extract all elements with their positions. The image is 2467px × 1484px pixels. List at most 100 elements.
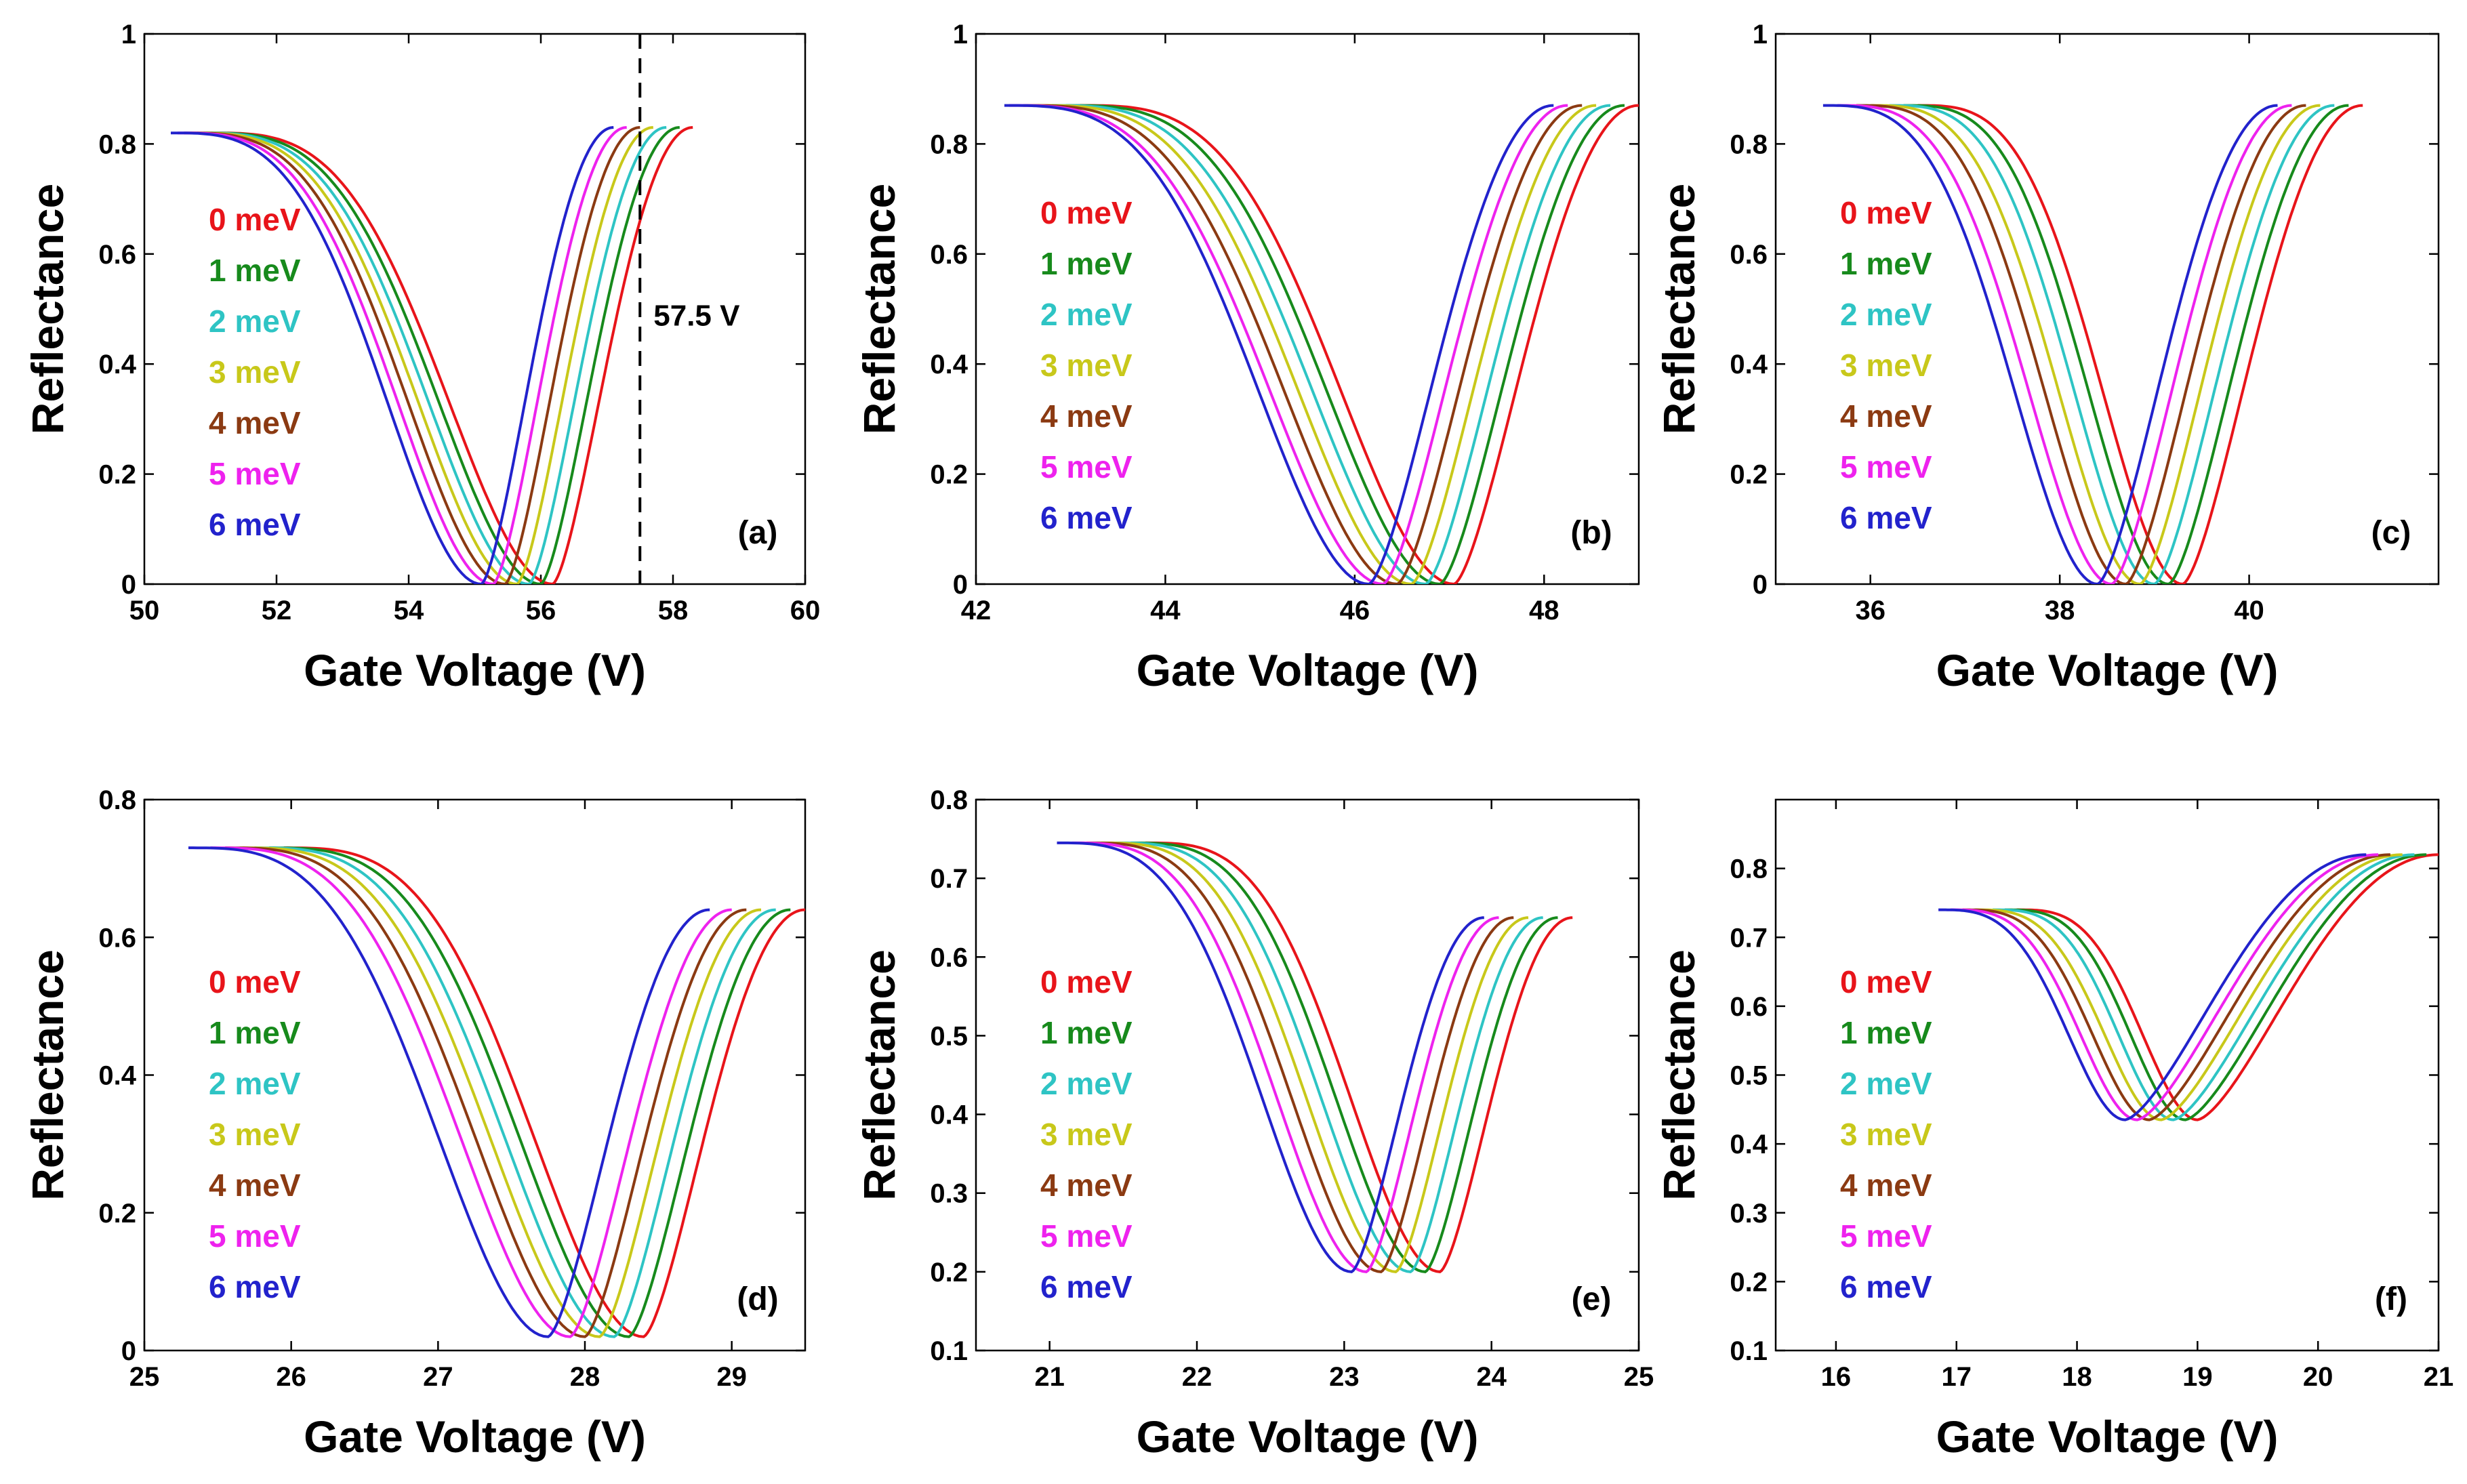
- panel-b: 42 44 46 48 0 0.2 0.4 0.6 0.8 1 Gate Voltage (V) Re…: [854, 20, 1640, 695]
- series-line-0-mev: [2016, 853, 2439, 1121]
- series-line-2-mev: [1993, 853, 2415, 1121]
- series-line-0-mev: [1080, 104, 1639, 584]
- y-tick-label: 0: [121, 570, 136, 600]
- x-tick-label: 17: [1941, 1362, 1972, 1392]
- y-tick-label: 1: [121, 20, 136, 49]
- series-line-2-mev: [254, 846, 776, 1338]
- panel-a: 50 52 54 56 58 60 0 0.2 0.4 0.6 0.8 1 Gate Voltage (…: [22, 20, 820, 695]
- x-axis-label: Gate Voltage (V): [304, 645, 646, 695]
- legend-entry-1-mev: 1 meV: [209, 1015, 301, 1050]
- panel-label: (a): [738, 515, 778, 551]
- x-tick-label: 22: [1182, 1362, 1212, 1392]
- legend-entry-4-mev: 4 meV: [1040, 398, 1133, 434]
- legend-entry-4-mev: 4 meV: [209, 1168, 301, 1203]
- y-tick-label: 0.8: [930, 785, 968, 815]
- series-line-2-mev: [197, 126, 667, 584]
- legend-entry-2-mev: 2 meV: [1040, 1066, 1133, 1101]
- y-axis-label: Reflectance: [22, 184, 73, 435]
- y-tick-label: 0.5: [930, 1021, 968, 1051]
- series-line-3-mev: [1870, 104, 2321, 584]
- series-line-1-mev: [1065, 104, 1625, 584]
- y-tick-label: 0.7: [930, 864, 968, 894]
- series-line-4-mev: [1086, 841, 1514, 1273]
- y-tick-label: 0.2: [1730, 1267, 1768, 1297]
- series-line-4-mev: [1856, 104, 2306, 584]
- legend-entry-1-mev: 1 meV: [1040, 246, 1133, 281]
- series-line-5-mev: [210, 846, 732, 1338]
- legend-entry-0-mev: 0 meV: [1040, 964, 1133, 999]
- x-tick-label: 20: [2303, 1362, 2333, 1392]
- legend-entry-0-mev: 0 meV: [1840, 964, 1932, 999]
- legend-entry-6-mev: 6 meV: [209, 507, 301, 542]
- panel-f: 16 17 18 19 20 21 0.1 0.2 0.3 0.4 0.5 0.6 0.7 0.8 Gate…: [1654, 798, 2454, 1462]
- x-axis-label: Gate Voltage (V): [1137, 645, 1479, 695]
- y-axis-label: Reflectance: [22, 949, 73, 1201]
- legend-entry-3-mev: 3 meV: [1840, 1117, 1932, 1152]
- x-tick-label: 16: [1821, 1362, 1852, 1392]
- legend-entry-1-mev: 1 meV: [1840, 246, 1932, 281]
- y-tick-label: 0.6: [1730, 240, 1768, 270]
- y-tick-label: 0.1: [1730, 1336, 1768, 1366]
- panel-label: (c): [2371, 515, 2411, 551]
- y-tick-label: 1: [1753, 20, 1768, 49]
- legend-entry-0-mev: 0 meV: [209, 202, 301, 237]
- y-tick-label: 0.7: [1730, 923, 1768, 953]
- legend-entry-3-mev: 3 meV: [1040, 1117, 1133, 1152]
- x-tick-label: 29: [716, 1362, 747, 1392]
- series-line-0-mev: [1145, 841, 1573, 1273]
- legend-entry-6-mev: 6 meV: [209, 1269, 301, 1304]
- series-line-3-mev: [239, 846, 762, 1338]
- x-tick-label: 27: [423, 1362, 453, 1392]
- y-tick-label: 1: [953, 20, 968, 49]
- y-tick-label: 0.2: [98, 460, 136, 490]
- y-tick-label: 0.4: [1730, 1130, 1768, 1159]
- legend-entry-1-mev: 1 meV: [1840, 1015, 1932, 1050]
- legend-entry-4-mev: 4 meV: [1840, 398, 1932, 434]
- panel-d: 25 26 27 28 29 0 0.2 0.4 0.6 0.8 Gate Voltage (V) R…: [22, 785, 807, 1462]
- legend-entry-5-mev: 5 meV: [1040, 1218, 1133, 1254]
- plot-frame: [975, 798, 1640, 1352]
- panel-label: (e): [1572, 1281, 1612, 1317]
- series-line-3-mev: [1101, 841, 1529, 1273]
- x-tick-label: 23: [1329, 1362, 1360, 1392]
- series-line-5-mev: [177, 126, 627, 584]
- series-line-2-mev: [1051, 104, 1611, 584]
- panel-c: 36 38 40 0 0.2 0.4 0.6 0.8 1 Gate Voltage (V) Refl…: [1654, 20, 2440, 695]
- legend-entry-3-mev: 3 meV: [1840, 348, 1932, 383]
- x-tick-label: 46: [1340, 596, 1370, 625]
- series-line-1-mev: [269, 846, 791, 1338]
- x-tick-label: 54: [394, 596, 424, 625]
- series-line-6-mev: [1004, 104, 1554, 584]
- y-tick-label: 0.2: [98, 1199, 136, 1229]
- series-line-6-mev: [171, 126, 614, 584]
- y-tick-label: 0.6: [930, 240, 968, 270]
- x-tick-label: 38: [2045, 596, 2075, 625]
- series-line-3-mev: [190, 126, 653, 584]
- series-line-6-mev: [1822, 104, 2278, 584]
- x-tick-label: 21: [2424, 1362, 2454, 1392]
- y-tick-label: 0.5: [1730, 1061, 1768, 1091]
- x-tick-label: 19: [2182, 1362, 2213, 1392]
- y-tick-label: 0.8: [930, 129, 968, 159]
- series-line-6-mev: [1938, 853, 2367, 1121]
- x-tick-label: 25: [129, 1362, 160, 1392]
- series-line-5-mev: [1008, 104, 1568, 584]
- plot-frame: [975, 33, 1640, 585]
- series-line-4-mev: [225, 846, 747, 1338]
- legend-entry-3-mev: 3 meV: [209, 354, 301, 390]
- series-line-0-mev: [1917, 104, 2363, 584]
- x-tick-label: 24: [1476, 1362, 1507, 1392]
- y-tick-label: 0.8: [1730, 854, 1768, 884]
- panel-label: (b): [1570, 515, 1612, 551]
- legend-entry-6-mev: 6 meV: [1840, 500, 1932, 535]
- legend-entry-5-mev: 5 meV: [1840, 449, 1932, 485]
- x-axis-label: Gate Voltage (V): [1936, 645, 2279, 695]
- x-tick-label: 40: [2234, 596, 2264, 625]
- x-tick-label: 18: [2062, 1362, 2092, 1392]
- series-line-1-mev: [1903, 104, 2349, 584]
- y-tick-label: 0.2: [930, 1258, 968, 1287]
- series-line-5-mev: [1072, 841, 1499, 1273]
- x-tick-label: 58: [658, 596, 689, 625]
- y-tick-label: 0.8: [98, 129, 136, 159]
